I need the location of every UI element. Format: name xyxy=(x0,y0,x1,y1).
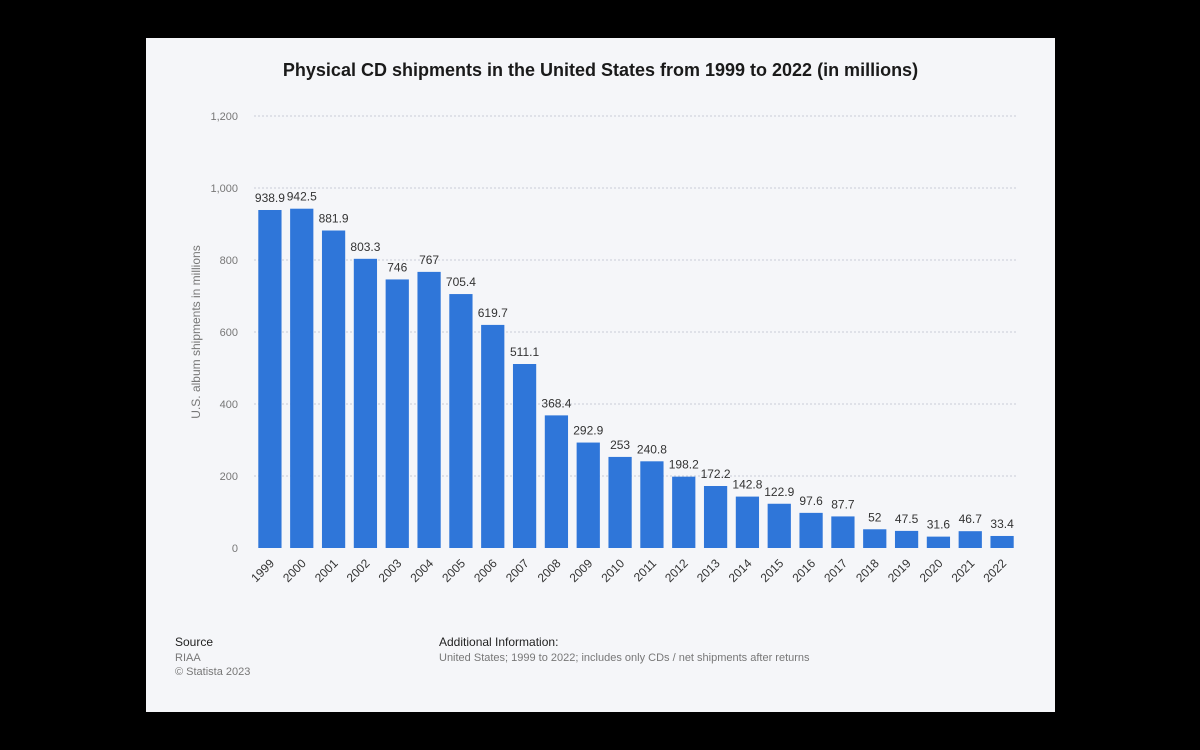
x-tick-label: 2021 xyxy=(949,556,978,585)
bar xyxy=(576,442,600,548)
x-tick-label: 2017 xyxy=(821,556,850,585)
data-label: 52 xyxy=(868,510,882,524)
data-label: 942.5 xyxy=(287,190,317,204)
bar xyxy=(512,364,537,548)
bar xyxy=(353,258,378,548)
bar xyxy=(417,271,441,548)
x-tick-label: 2009 xyxy=(567,556,596,585)
y-tick-label: 200 xyxy=(220,471,238,483)
y-axis-label: U.S. album shipments in millions xyxy=(189,245,203,418)
bar xyxy=(608,456,632,548)
bar xyxy=(958,531,982,548)
bar xyxy=(831,516,855,548)
x-tick-label: 2008 xyxy=(535,556,564,585)
x-tick-label: 2020 xyxy=(917,556,946,585)
x-tick-label: 2019 xyxy=(885,556,914,585)
copyright-text: © Statista 2023 xyxy=(175,666,251,678)
y-tick-label: 0 xyxy=(232,543,238,555)
bar xyxy=(544,415,569,548)
data-label: 746 xyxy=(387,260,407,274)
data-label: 46.7 xyxy=(959,512,983,526)
x-tick-label: 2014 xyxy=(726,556,755,585)
data-label: 938.9 xyxy=(255,191,285,205)
data-label: 31.6 xyxy=(927,518,951,532)
data-label: 240.8 xyxy=(637,442,667,456)
bar xyxy=(863,529,887,548)
x-tick-label: 2005 xyxy=(439,556,468,585)
bar xyxy=(481,324,505,548)
data-label: 292.9 xyxy=(573,424,603,438)
data-label: 619.7 xyxy=(478,306,508,320)
x-tick-label: 1999 xyxy=(248,556,277,585)
bar xyxy=(640,461,664,548)
data-label: 881.9 xyxy=(319,212,349,226)
bar-chart: 0 200 400 600 800 1,000 1,200 U.S. album shipme… xyxy=(189,111,1018,585)
data-label: 511.1 xyxy=(510,345,539,359)
x-tick-label: 2013 xyxy=(694,556,723,585)
bar xyxy=(799,512,823,548)
chart-card: Physical CD shipments in the United Stat… xyxy=(146,38,1055,712)
bar xyxy=(894,530,919,548)
data-label: 767 xyxy=(419,253,439,267)
x-tick-label: 2002 xyxy=(344,556,373,585)
data-label: 122.9 xyxy=(764,485,794,499)
x-tick-label: 2016 xyxy=(789,556,818,585)
bar xyxy=(321,230,346,549)
additional-info-heading: Additional Information: xyxy=(439,635,559,649)
bar xyxy=(990,535,1014,548)
bar xyxy=(926,536,951,548)
data-label: 33.4 xyxy=(990,517,1014,531)
x-tick-label: 2006 xyxy=(471,556,500,585)
y-tick-label: 600 xyxy=(220,327,238,339)
source-link[interactable]: RIAA xyxy=(175,652,201,664)
data-label: 705.4 xyxy=(446,275,476,289)
bar xyxy=(703,486,728,548)
data-label: 803.3 xyxy=(350,240,380,254)
bar xyxy=(290,208,314,548)
data-label: 368.4 xyxy=(541,396,571,410)
source-block: Source RIAA © Statista 2023 xyxy=(175,635,250,679)
x-tick-label: 2003 xyxy=(376,556,405,585)
x-tick-label: 2022 xyxy=(980,556,1009,585)
x-tick-label: 2000 xyxy=(280,556,309,585)
x-tick-label: 2011 xyxy=(631,556,659,584)
y-tick-label: 800 xyxy=(220,255,238,267)
source-heading: Source xyxy=(175,635,214,649)
x-tick-label: 2012 xyxy=(662,556,691,585)
x-tick-label: 2007 xyxy=(503,556,532,585)
bar xyxy=(449,294,473,548)
x-tick-label: 2018 xyxy=(853,556,882,585)
y-tick-label: 400 xyxy=(220,399,238,411)
data-label: 97.6 xyxy=(799,494,823,508)
data-label: 172.2 xyxy=(701,467,731,481)
chart-title: Physical CD shipments in the United Stat… xyxy=(282,60,919,80)
y-tick-label: 1,200 xyxy=(210,111,238,123)
x-tick-label: 2015 xyxy=(758,556,787,585)
bar xyxy=(258,209,282,548)
x-tick-label: 2004 xyxy=(407,556,436,585)
bar xyxy=(385,279,409,548)
x-tick-label: 2010 xyxy=(598,556,627,585)
data-label: 253 xyxy=(610,438,630,452)
data-label: 47.5 xyxy=(895,512,919,526)
bar xyxy=(735,496,760,548)
additional-info-block: Additional Information: United States; 1… xyxy=(439,635,810,665)
data-label: 198.2 xyxy=(669,458,699,472)
x-tick-label: 2001 xyxy=(312,556,341,585)
additional-info-text: United States; 1999 to 2022; includes on… xyxy=(439,652,810,664)
y-tick-label: 1,000 xyxy=(210,183,238,195)
bar xyxy=(767,503,791,548)
data-label: 87.7 xyxy=(831,497,855,511)
data-label: 142.8 xyxy=(732,478,762,492)
bar xyxy=(672,476,696,548)
